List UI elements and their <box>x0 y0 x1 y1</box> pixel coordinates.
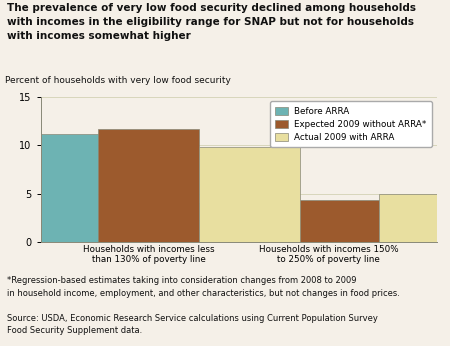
Text: The prevalence of very low food security declined among households
with incomes : The prevalence of very low food security… <box>7 3 416 40</box>
Text: *Regression-based estimates taking into consideration changes from 2008 to 2009
: *Regression-based estimates taking into … <box>7 276 400 335</box>
Bar <box>177 203 278 242</box>
Bar <box>199 147 300 242</box>
Bar <box>98 129 199 242</box>
Bar <box>278 200 379 242</box>
Bar <box>379 194 450 242</box>
Bar <box>0 134 98 242</box>
Legend: Before ARRA, Expected 2009 without ARRA*, Actual 2009 with ARRA: Before ARRA, Expected 2009 without ARRA*… <box>270 101 432 147</box>
Text: Percent of households with very low food security: Percent of households with very low food… <box>5 76 231 85</box>
